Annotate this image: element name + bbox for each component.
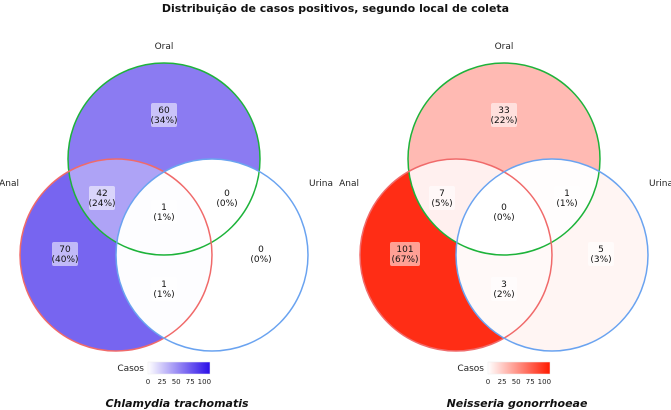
region-count: 0 — [258, 245, 264, 255]
region-count: 0 — [224, 189, 230, 199]
set-label-anal: Anal — [339, 179, 359, 189]
region-percent: (34%) — [150, 116, 177, 126]
colorbar — [147, 361, 211, 375]
set-label-anal: Anal — [0, 179, 19, 189]
region-label-anal-only: 70(40%) — [51, 242, 79, 266]
region-count: 70 — [59, 245, 71, 255]
legend-tick: 75 — [186, 378, 195, 386]
set-label-urina: Urina — [649, 179, 671, 189]
panel-title: Neisseria gonorrhoeae — [447, 397, 588, 410]
set-label-oral: Oral — [495, 42, 514, 52]
set-label-urina: Urina — [309, 179, 333, 189]
region-label-urina-only: 0(0%) — [250, 245, 271, 265]
region-count: 42 — [96, 189, 107, 199]
region-label-anal-only: 101(67%) — [390, 242, 420, 266]
label-box — [151, 103, 177, 127]
legend-tick: 100 — [538, 378, 551, 386]
region-count: 1 — [161, 280, 167, 290]
legend-tick: 50 — [512, 378, 521, 386]
region-label-oral-anal: 42(24%) — [88, 186, 116, 210]
region-label-urina-only: 5(3%) — [588, 242, 614, 266]
region-count: 0 — [501, 203, 507, 213]
region-percent: (22%) — [490, 116, 517, 126]
circle-oral — [67, 62, 261, 256]
circle-anal — [359, 158, 553, 352]
circle-urina — [455, 158, 649, 352]
legend-tick: 0 — [146, 378, 150, 386]
legend-tick: 75 — [526, 378, 535, 386]
label-box — [151, 200, 177, 224]
region-label-oral-anal: 7(5%) — [429, 186, 455, 210]
chart-title: Distribuição de casos positivos, segundo… — [162, 2, 509, 15]
region-count: 3 — [501, 280, 507, 290]
set-label-oral: Oral — [155, 42, 174, 52]
region-percent: (24%) — [88, 199, 115, 209]
region-label-anal-urina: 1(1%) — [151, 277, 177, 301]
region-percent: (40%) — [51, 255, 78, 265]
region-label-oral-only: 33(22%) — [490, 103, 518, 127]
region-percent: (2%) — [493, 290, 514, 300]
label-box — [491, 103, 517, 127]
label-box — [588, 242, 614, 266]
region-count: 1 — [161, 203, 167, 213]
region-oral-anal — [408, 159, 552, 255]
region-count: 101 — [396, 245, 413, 255]
region-oral-urina — [116, 159, 260, 255]
region-percent: (0%) — [493, 213, 514, 223]
region-count: 5 — [598, 245, 604, 255]
circle-oral — [407, 62, 601, 256]
label-box — [52, 242, 78, 266]
label-box — [89, 186, 115, 210]
label-box — [429, 186, 455, 210]
region-count: 1 — [564, 189, 570, 199]
region-percent: (5%) — [431, 199, 452, 209]
region-percent: (3%) — [590, 255, 611, 265]
region-percent: (67%) — [391, 255, 418, 265]
region-label-oral-only: 60(34%) — [150, 103, 178, 127]
region-label-all: 1(1%) — [151, 200, 177, 224]
panel-title: Chlamydia trachomatis — [105, 397, 249, 410]
region-count: 33 — [498, 106, 509, 116]
legend-tick: 25 — [158, 378, 167, 386]
label-box — [491, 277, 517, 301]
colorbar — [487, 361, 551, 375]
region-percent: (0%) — [216, 199, 237, 209]
label-box — [151, 277, 177, 301]
label-box — [390, 242, 420, 266]
circle-anal — [19, 158, 213, 352]
region-count: 60 — [158, 106, 170, 116]
legend-tick: 50 — [172, 378, 181, 386]
legend-title: Casos — [117, 364, 144, 374]
region-label-all: 0(0%) — [493, 203, 514, 223]
region-oral-anal — [68, 159, 212, 255]
region-label-oral-urina: 0(0%) — [216, 189, 237, 209]
region-label-anal-urina: 3(2%) — [491, 277, 517, 301]
region-label-oral-urina: 1(1%) — [554, 186, 580, 210]
region-percent: (1%) — [153, 213, 174, 223]
region-percent: (1%) — [153, 290, 174, 300]
legend-tick: 0 — [486, 378, 490, 386]
region-percent: (0%) — [250, 255, 271, 265]
legend-tick: 100 — [198, 378, 211, 386]
region-percent: (1%) — [556, 199, 577, 209]
legend-title: Casos — [457, 364, 484, 374]
circle-urina — [115, 158, 309, 352]
legend-tick: 25 — [498, 378, 507, 386]
region-count: 7 — [439, 189, 445, 199]
label-box — [554, 186, 580, 210]
region-oral-urina — [456, 159, 600, 255]
